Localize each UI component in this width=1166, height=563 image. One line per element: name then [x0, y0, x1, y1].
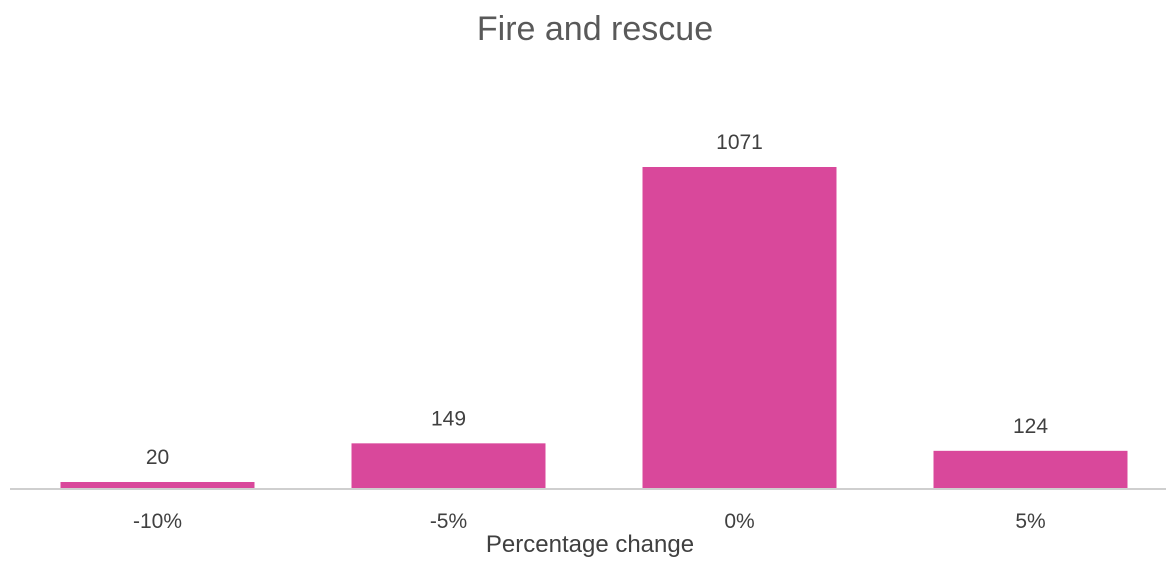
x-tick-label--10%: -10%	[133, 510, 182, 533]
x-tick-labels: -10% -5% 0% 5%	[133, 510, 1046, 533]
bar-5%	[933, 450, 1128, 488]
chart-title: Fire and rescue	[477, 10, 713, 48]
bar--10%	[60, 482, 255, 488]
bar--5%	[351, 443, 546, 488]
data-label-0%: 1071	[716, 131, 763, 154]
bars-layer: 20 149 1071 124	[60, 131, 1128, 488]
data-label--5%: 149	[431, 407, 466, 430]
data-label--10%: 20	[146, 446, 169, 469]
x-tick-label-0%: 0%	[724, 510, 754, 533]
data-label-5%: 124	[1013, 415, 1048, 438]
bar-0%	[642, 167, 837, 488]
x-tick-label-5%: 5%	[1015, 510, 1045, 533]
x-tick-label--5%: -5%	[430, 510, 467, 533]
x-axis-title: Percentage change	[486, 531, 694, 558]
